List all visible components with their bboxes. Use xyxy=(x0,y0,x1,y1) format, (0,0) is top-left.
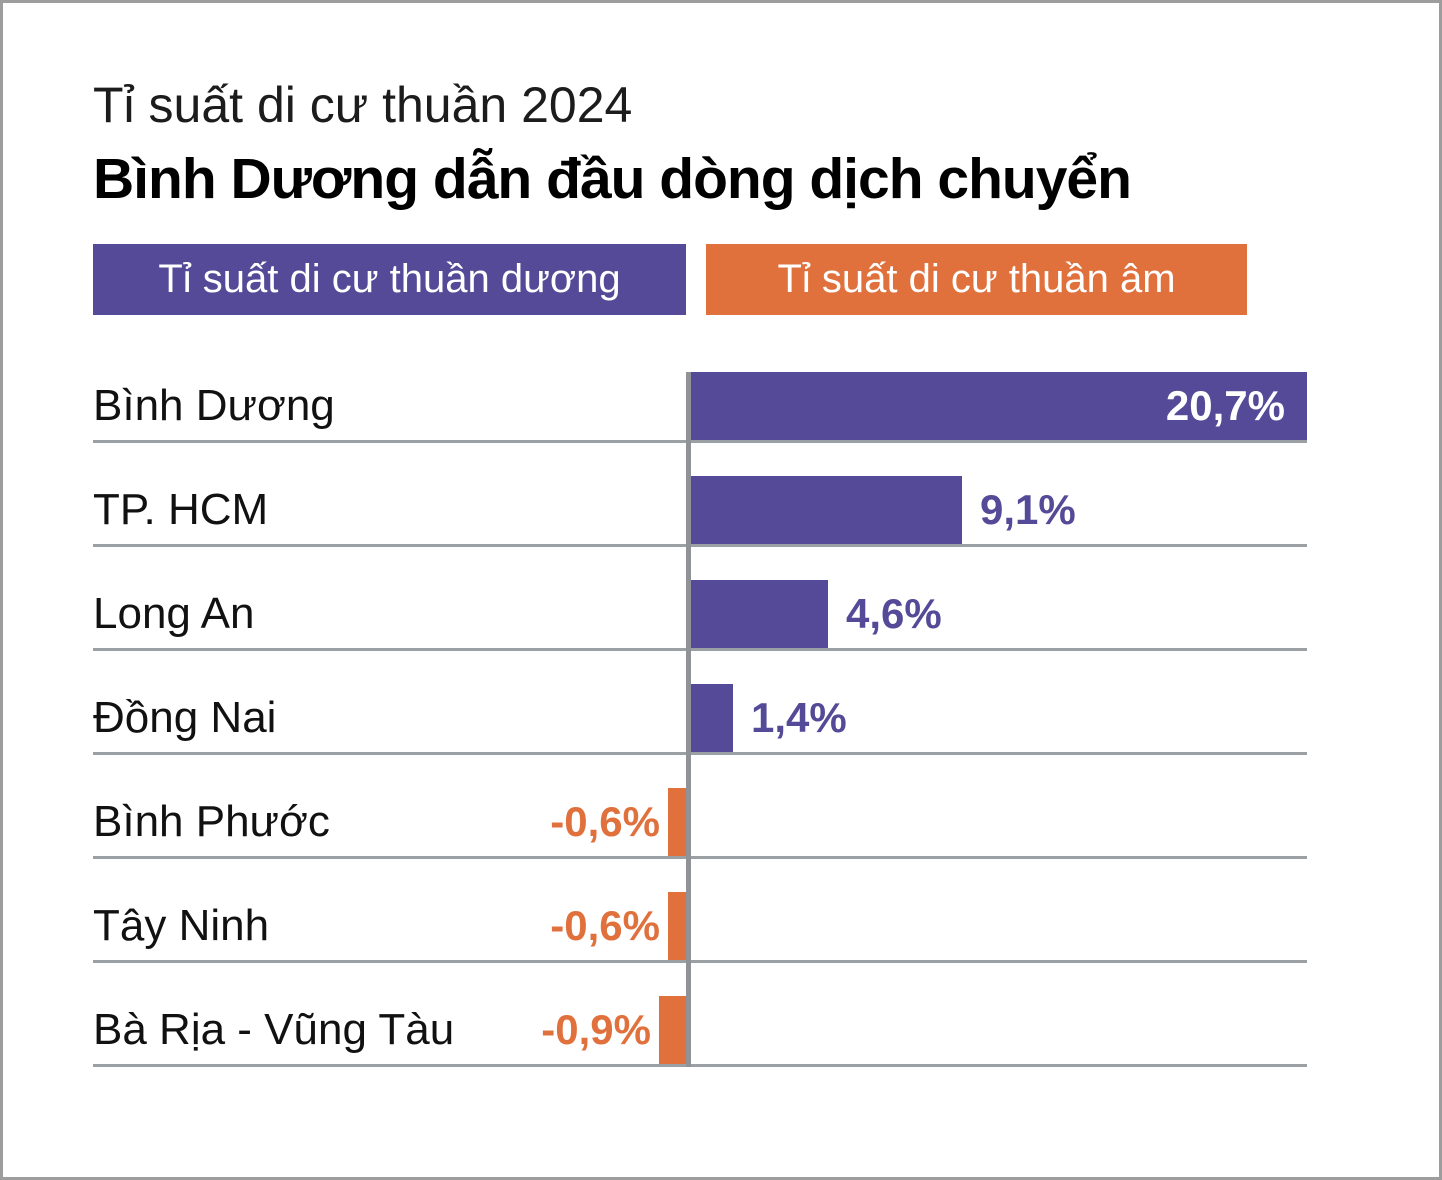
bar xyxy=(691,684,733,753)
bar xyxy=(668,892,686,961)
value-label: -0,6% xyxy=(550,902,660,950)
bar xyxy=(691,372,1307,441)
chart-headline: Bình Dương dẫn đầu dòng dịch chuyển xyxy=(93,146,1132,211)
chart-row: TP. HCM 9,1% xyxy=(93,443,1307,548)
category-label: Long An xyxy=(93,589,255,639)
category-label: Bà Rịa - Vũng Tàu xyxy=(93,1005,455,1055)
category-label: Tây Ninh xyxy=(93,901,270,951)
value-label: -0,6% xyxy=(550,798,660,846)
legend: Tỉ suất di cư thuần dương Tỉ suất di cư … xyxy=(93,244,1439,316)
category-label: Bình Dương xyxy=(93,381,335,431)
value-label: 9,1% xyxy=(980,486,1076,534)
legend-item-negative: Tỉ suất di cư thuần âm xyxy=(706,244,1247,316)
value-label: 4,6% xyxy=(846,590,942,638)
chart-row: Bình Phước -0,6% xyxy=(93,755,1307,860)
bar xyxy=(668,788,686,857)
category-label: Bình Phước xyxy=(93,797,330,847)
legend-item-positive: Tỉ suất di cư thuần dương xyxy=(93,244,686,316)
legend-label-positive: Tỉ suất di cư thuần dương xyxy=(158,257,621,302)
legend-label-negative: Tỉ suất di cư thuần âm xyxy=(777,257,1176,302)
chart-kicker: Tỉ suất di cư thuần 2024 xyxy=(93,77,633,133)
chart-row: Long An 4,6% xyxy=(93,547,1307,652)
bar xyxy=(691,580,828,649)
chart-row: Bà Rịa - Vũng Tàu -0,9% xyxy=(93,963,1307,1068)
bar xyxy=(659,996,686,1065)
value-label: 1,4% xyxy=(751,694,847,742)
category-label: TP. HCM xyxy=(93,485,269,535)
chart-row: Bình Dương 20,7% xyxy=(93,372,1307,444)
value-label: 20,7% xyxy=(1165,382,1285,430)
zero-axis-line xyxy=(686,372,691,1068)
category-label: Đồng Nai xyxy=(93,693,277,743)
infographic: Tỉ suất di cư thuần 2024 Bình Dương dẫn … xyxy=(3,3,1439,1068)
value-label: -0,9% xyxy=(541,1006,651,1054)
bar-chart: Bình Dương 20,7% TP. HCM 9,1% Long An 4,… xyxy=(93,372,1307,1068)
chart-row: Đồng Nai 1,4% xyxy=(93,651,1307,756)
chart-row: Tây Ninh -0,6% xyxy=(93,859,1307,964)
bar xyxy=(691,476,962,545)
